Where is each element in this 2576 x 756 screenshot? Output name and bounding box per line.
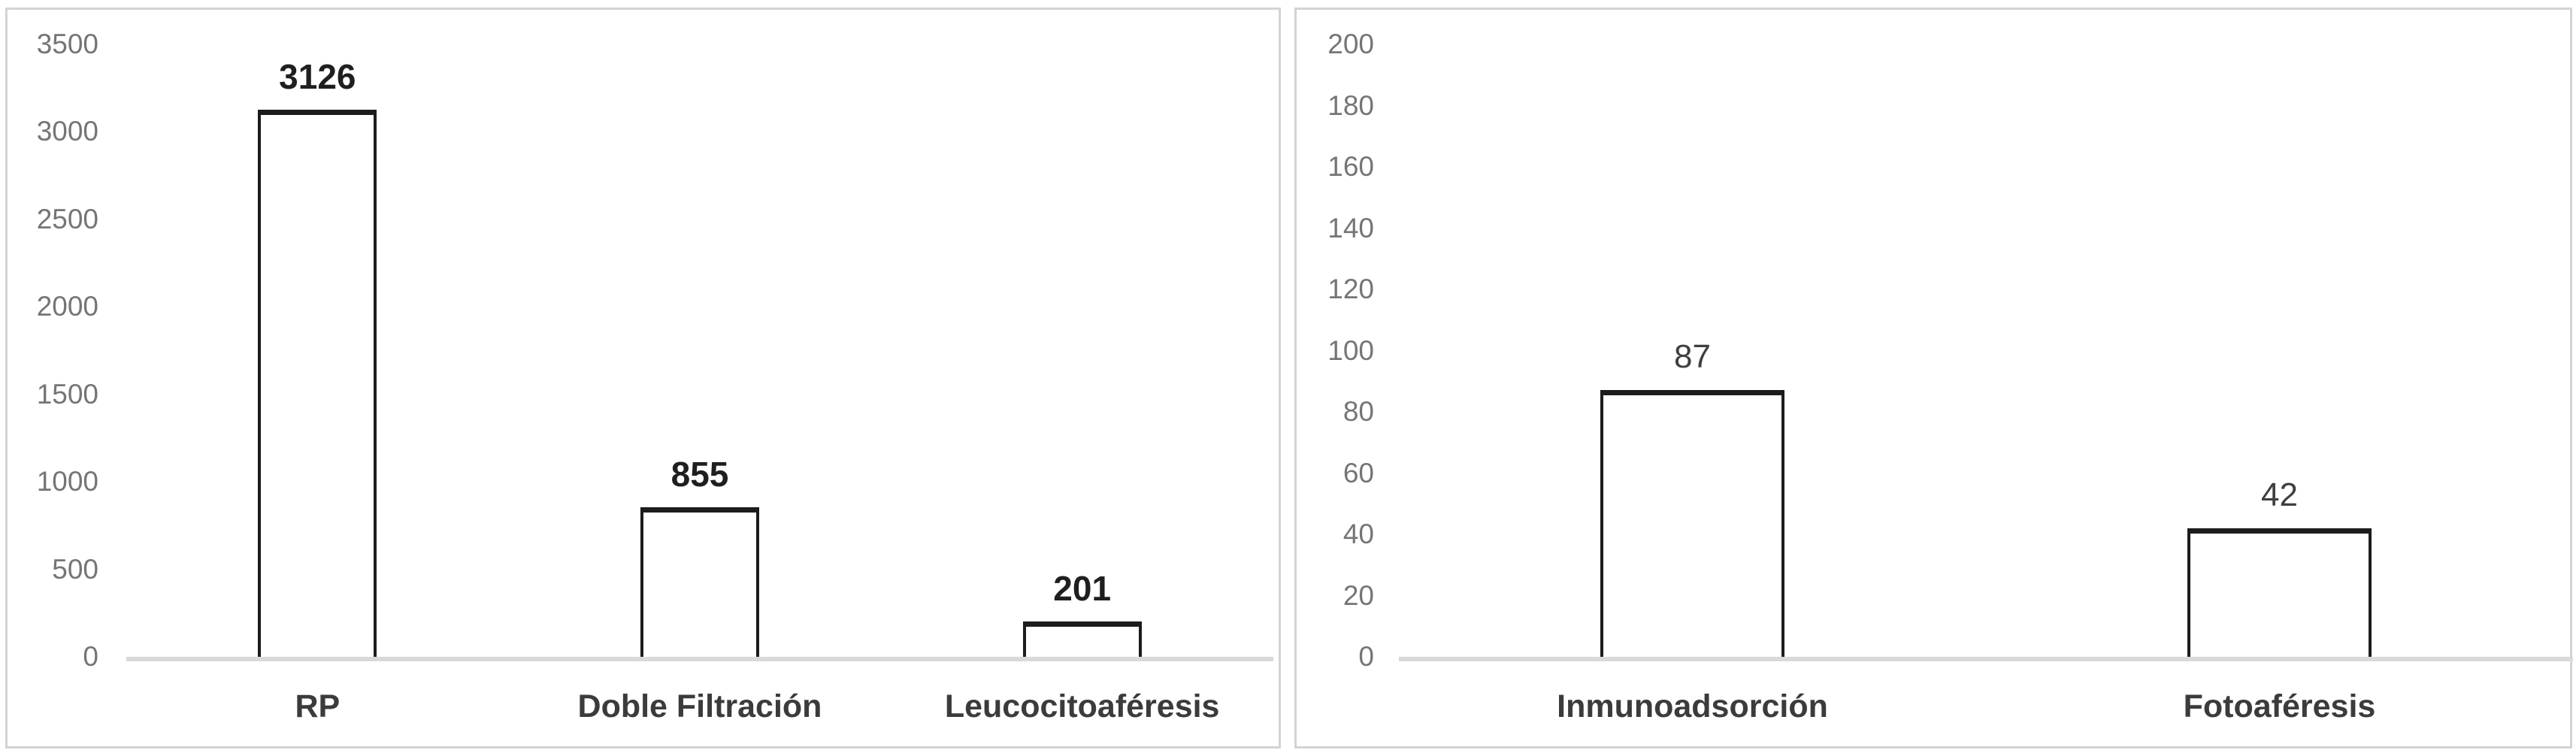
left-chart-panel: 3500 3000 2500 2000 1500 1000 500 0 3126 RP 855 Dob… xyxy=(5,8,1281,748)
x-category-label: Inmunoadsorción xyxy=(1557,688,1828,724)
right-chart-panel: 200 180 160 140 120 100 80 60 40 20 0 87 Inmunoadsor… xyxy=(1294,8,2573,748)
y-tick-label: 80 xyxy=(1342,396,1374,427)
y-tick-label: 100 xyxy=(1327,334,1374,366)
x-category-label: Leucocitoaféresis xyxy=(944,688,1220,724)
y-tick-label: 1000 xyxy=(36,466,98,497)
y-tick-label: 140 xyxy=(1327,212,1374,243)
y-tick-label: 0 xyxy=(1358,641,1374,672)
y-tick-label: 200 xyxy=(1327,29,1374,59)
bar-value-label: 855 xyxy=(670,454,729,494)
bar xyxy=(1022,621,1142,661)
bar-value-label: 42 xyxy=(2261,476,2298,513)
y-tick-label: 500 xyxy=(52,553,98,585)
bar-value-label: 201 xyxy=(1053,569,1112,609)
y-tick-label: 2000 xyxy=(36,291,98,322)
bar-value-label: 3126 xyxy=(279,57,356,97)
bar-value-label: 87 xyxy=(1674,338,1711,376)
bar xyxy=(1600,390,1784,661)
y-tick-label: 60 xyxy=(1342,457,1374,488)
y-tick-label: 20 xyxy=(1342,579,1374,611)
x-category-label: Doble Filtración xyxy=(577,688,822,724)
y-tick-label: 3500 xyxy=(36,29,98,59)
y-tick-label: 1500 xyxy=(36,378,98,410)
x-category-label: Fotoaféresis xyxy=(2183,688,2376,724)
y-tick-label: 120 xyxy=(1327,274,1374,304)
x-category-label: RP xyxy=(295,688,341,724)
y-tick-label: 0 xyxy=(83,641,98,672)
bar xyxy=(258,110,377,661)
y-tick-label: 180 xyxy=(1327,89,1374,121)
x-axis-line xyxy=(126,657,1273,661)
y-tick-label: 2500 xyxy=(36,203,98,234)
y-tick-label: 3000 xyxy=(36,116,98,147)
bar xyxy=(2187,528,2372,661)
y-tick-label: 40 xyxy=(1342,519,1374,549)
x-axis-line xyxy=(1399,657,2573,661)
y-tick-label: 160 xyxy=(1327,151,1374,182)
bar xyxy=(640,507,759,661)
